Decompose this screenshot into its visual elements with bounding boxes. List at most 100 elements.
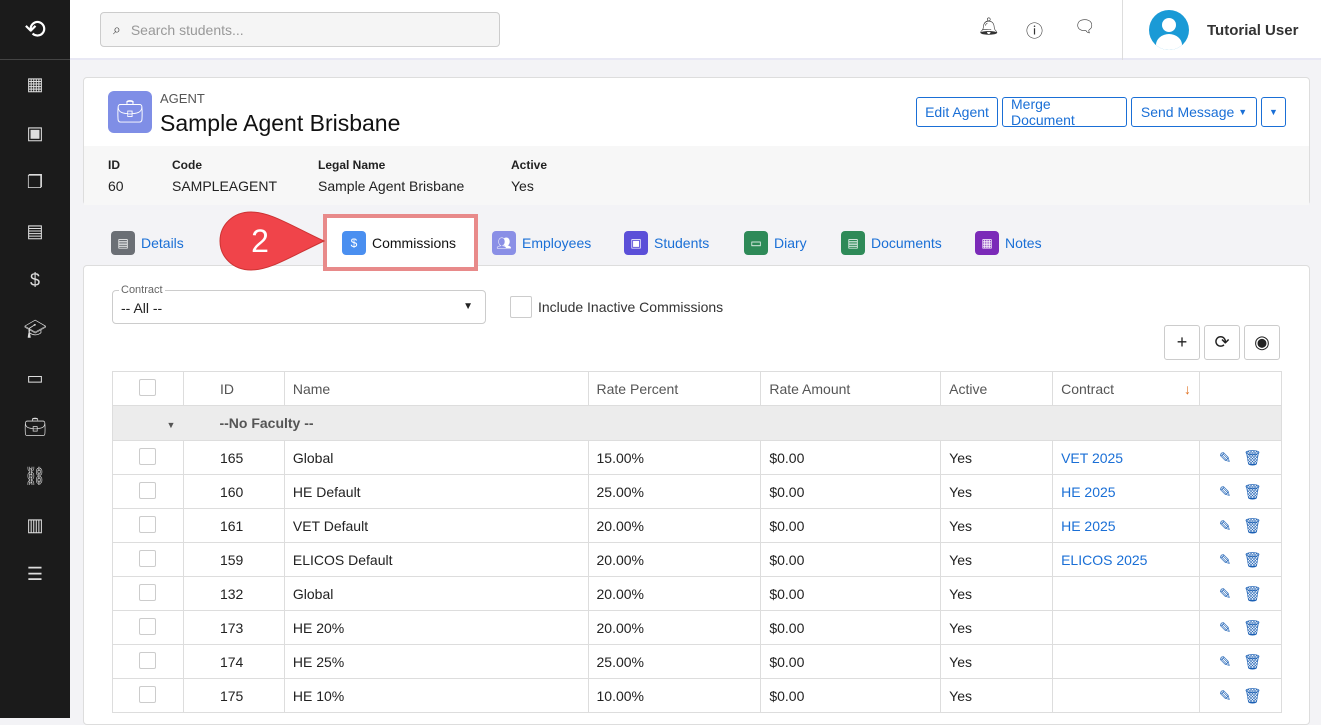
row-checkbox[interactable] <box>139 617 157 635</box>
chat-icon[interactable]: 🗨︎ <box>1074 17 1096 36</box>
trash-icon[interactable]: 🗑︎ <box>1243 483 1263 501</box>
tab-notes[interactable]: ▦ Notes <box>975 230 1042 256</box>
cell-rate-percent: 15.00% <box>587 440 762 475</box>
reset-button[interactable]: ◉ <box>1244 325 1280 360</box>
id-value: 60 <box>108 178 124 194</box>
sidebar: ⟲ ▦ ▣ ❐ ▤ $ 🎓︎ ▭ 💼︎ ⛓︎ ▥ ☰ <box>0 0 70 718</box>
cell-rate-percent: 20.00% <box>587 610 762 645</box>
table-row[interactable]: 160 HE Default 25.00% $0.00 Yes HE 2025 … <box>112 474 1283 509</box>
contract-select[interactable]: Contract -- All -- ▼ <box>112 284 486 324</box>
edit-icon[interactable]: ✎ <box>1218 687 1232 705</box>
help-icon[interactable]: ⓘ <box>1026 22 1043 41</box>
cell-contract-link[interactable] <box>1052 576 1200 611</box>
cell-rate-amount: $0.00 <box>760 440 942 475</box>
courses-icon[interactable]: 🎓︎ <box>23 319 47 339</box>
cell-rate-amount: $0.00 <box>760 610 942 645</box>
table-row[interactable]: 161 VET Default 20.00% $0.00 Yes HE 2025… <box>112 508 1283 543</box>
logo-icon[interactable]: ⟲ <box>0 0 70 60</box>
cell-contract-link[interactable]: ELICOS 2025 <box>1052 542 1200 577</box>
edit-icon[interactable]: ✎ <box>1218 517 1232 535</box>
active-label: Active <box>511 158 548 172</box>
include-inactive-checkbox[interactable]: Include Inactive Commissions <box>510 296 723 318</box>
edit-icon[interactable]: ✎ <box>1218 551 1232 569</box>
row-checkbox[interactable] <box>139 685 157 703</box>
collapse-icon[interactable]: ▼ <box>166 420 176 430</box>
table-row[interactable]: 159 ELICOS Default 20.00% $0.00 Yes ELIC… <box>112 542 1283 577</box>
tab-diary[interactable]: ▭ Diary <box>744 230 807 256</box>
enrolments-icon[interactable]: ❐ <box>26 172 44 192</box>
edit-icon[interactable]: ✎ <box>1218 619 1232 637</box>
col-contract[interactable]: Contract ↓ <box>1052 371 1200 406</box>
tab-commissions[interactable]: $ Commissions <box>323 214 478 271</box>
tab-employees[interactable]: 👥︎ Employees <box>492 230 591 256</box>
agents-icon[interactable]: 💼︎ <box>23 417 47 437</box>
cell-id: 132 <box>182 576 285 611</box>
table-row[interactable]: 132 Global 20.00% $0.00 Yes ✎ 🗑︎ <box>112 576 1283 611</box>
table-row[interactable]: 173 HE 20% 20.00% $0.00 Yes ✎ 🗑︎ <box>112 610 1283 645</box>
trash-icon[interactable]: 🗑︎ <box>1243 517 1263 535</box>
notes-icon: ▦ <box>975 231 999 255</box>
table-row[interactable]: 165 Global 15.00% $0.00 Yes VET 2025 ✎ 🗑… <box>112 440 1283 475</box>
bell-icon[interactable]: 🔔︎ <box>978 17 1000 36</box>
select-all-checkbox[interactable] <box>139 378 157 396</box>
trash-icon[interactable]: 🗑︎ <box>1243 585 1263 603</box>
edit-icon[interactable]: ✎ <box>1218 449 1232 467</box>
contacts-icon[interactable]: ▣ <box>26 123 44 143</box>
refresh-button[interactable]: ⟳ <box>1204 325 1240 360</box>
user-menu[interactable]: Tutorial User <box>1122 0 1321 60</box>
col-active[interactable]: Active <box>940 371 1054 406</box>
search-input[interactable]: ⌕ Search students... <box>100 12 500 47</box>
book-icon[interactable]: ▭ <box>26 368 44 388</box>
add-button[interactable]: + <box>1164 325 1200 360</box>
edit-icon[interactable]: ✎ <box>1218 585 1232 603</box>
cell-rate-amount: $0.00 <box>760 576 942 611</box>
cell-id: 165 <box>182 440 285 475</box>
cell-rate-percent: 10.00% <box>587 678 762 713</box>
cell-contract-link[interactable] <box>1052 644 1200 679</box>
caret-down-icon: ▼ <box>1269 107 1278 117</box>
cell-contract-link[interactable] <box>1052 610 1200 645</box>
invoice-icon[interactable]: $ <box>29 270 40 290</box>
dashboard-icon[interactable]: ▦ <box>26 74 44 94</box>
trash-icon[interactable]: 🗑︎ <box>1243 449 1263 467</box>
trash-icon[interactable]: 🗑︎ <box>1243 687 1263 705</box>
trash-icon[interactable]: 🗑︎ <box>1243 619 1263 637</box>
briefcase-icon: 💼︎ <box>108 91 152 133</box>
edit-icon[interactable]: ✎ <box>1218 483 1232 501</box>
edit-icon[interactable]: ✎ <box>1218 653 1232 671</box>
merge-document-button[interactable]: Merge Document <box>1002 96 1127 128</box>
table-row[interactable]: 174 HE 25% 25.00% $0.00 Yes ✎ 🗑︎ <box>112 644 1283 679</box>
tab-details[interactable]: ▤ Details <box>111 230 184 256</box>
cell-rate-percent: 20.00% <box>587 508 762 543</box>
row-checkbox[interactable] <box>139 549 157 567</box>
trash-icon[interactable]: 🗑︎ <box>1243 653 1263 671</box>
table-row[interactable]: 175 HE 10% 10.00% $0.00 Yes ✎ 🗑︎ <box>112 678 1283 713</box>
edit-agent-button[interactable]: Edit Agent <box>916 97 998 127</box>
settings-icon[interactable]: ☰ <box>26 564 44 584</box>
row-checkbox[interactable] <box>139 447 157 465</box>
col-name[interactable]: Name <box>283 371 589 406</box>
tab-students[interactable]: ▣ Students <box>624 230 709 256</box>
col-id[interactable]: ID <box>182 371 285 406</box>
row-checkbox[interactable] <box>139 583 157 601</box>
cell-rate-amount: $0.00 <box>760 508 942 543</box>
cell-contract-link[interactable]: HE 2025 <box>1052 474 1200 509</box>
cell-contract-link[interactable]: VET 2025 <box>1052 440 1200 475</box>
send-message-button[interactable]: Send Message ▼ <box>1131 97 1257 127</box>
row-checkbox[interactable] <box>139 651 157 669</box>
tab-documents[interactable]: ▤ Documents <box>841 230 942 256</box>
row-checkbox[interactable] <box>139 515 157 533</box>
cell-active: Yes <box>940 542 1054 577</box>
trash-icon[interactable]: 🗑︎ <box>1243 551 1263 569</box>
col-rate-amount[interactable]: Rate Amount <box>760 371 942 406</box>
entity-type: AGENT <box>160 91 205 106</box>
layout-icon[interactable]: ▤ <box>26 221 44 241</box>
cell-contract-link[interactable] <box>1052 678 1200 713</box>
cell-contract-link[interactable]: HE 2025 <box>1052 508 1200 543</box>
row-checkbox[interactable] <box>139 481 157 499</box>
more-dropdown-button[interactable]: ▼ <box>1261 97 1286 127</box>
buildings-icon[interactable]: ▥ <box>26 515 44 535</box>
col-rate-percent[interactable]: Rate Percent <box>587 371 762 406</box>
group-row[interactable]: ▼ --No Faculty -- <box>112 405 1283 441</box>
network-icon[interactable]: ⛓︎ <box>23 466 47 486</box>
